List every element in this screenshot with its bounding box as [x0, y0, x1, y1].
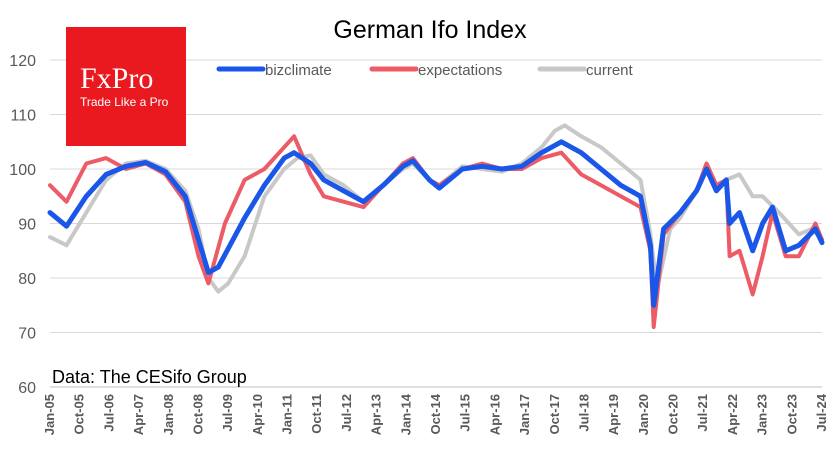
y-tick-label: 110 — [10, 108, 36, 125]
source-note: Data: The CESifo Group — [52, 367, 247, 387]
x-tick-label: Jan-11 — [280, 394, 295, 434]
x-tick-label: Jul-21 — [695, 394, 710, 432]
x-axis: Jan-05 Oct-05 Jul-06 Apr-07 Jan-08 Oct-08 Jul-… — [42, 393, 829, 435]
x-tick-label: Apr-22 — [725, 394, 740, 435]
x-tick-label: Apr-10 — [250, 394, 265, 435]
logo-wordmark: FxPro — [80, 62, 153, 95]
y-tick-label: 80 — [18, 271, 36, 288]
logo-background — [66, 27, 186, 146]
x-tick-label: Jan-17 — [517, 394, 532, 435]
x-tick-label: Oct-11 — [309, 394, 324, 434]
x-tick-label: Oct-17 — [547, 394, 562, 434]
x-tick-label: Jul-06 — [101, 394, 116, 432]
y-tick-label: 100 — [9, 162, 36, 179]
x-tick-label: Oct-23 — [784, 394, 799, 434]
x-tick-label: Apr-19 — [606, 394, 621, 435]
y-tick-label: 90 — [18, 217, 36, 234]
x-tick-label: Apr-13 — [369, 394, 384, 435]
x-tick-label: Jul-18 — [576, 394, 591, 432]
x-tick-label: Jan-14 — [398, 393, 413, 435]
x-tick-label: Apr-16 — [487, 394, 502, 435]
legend-label-current: current — [586, 62, 634, 79]
x-tick-label: Jul-12 — [339, 394, 354, 432]
y-tick-label: 70 — [18, 326, 36, 343]
x-tick-label: Jul-09 — [220, 394, 235, 432]
y-axis: 60 70 80 90 100 110 120 — [9, 53, 36, 397]
x-tick-label: Oct-08 — [190, 394, 205, 434]
fxpro-logo: FxPro Trade Like a Pro — [66, 27, 186, 146]
x-tick-label: Oct-20 — [666, 394, 681, 434]
chart-title: German Ifo Index — [333, 16, 527, 44]
x-tick-label: Jul-15 — [458, 394, 473, 432]
y-tick-label: 60 — [18, 380, 36, 397]
x-tick-label: Jan-20 — [636, 394, 651, 435]
x-tick-label: Oct-05 — [72, 394, 87, 434]
x-tick-label: Jan-05 — [42, 394, 57, 435]
x-tick-label: Jul-24 — [814, 393, 829, 431]
x-tick-label: Oct-14 — [428, 393, 443, 434]
series-line-expectations — [48, 134, 824, 330]
series-line-current — [48, 123, 824, 294]
x-tick-label: Apr-07 — [131, 394, 146, 435]
y-tick-label: 120 — [9, 53, 36, 70]
legend-label-expectations: expectations — [418, 62, 502, 79]
logo-tagline: Trade Like a Pro — [80, 95, 169, 109]
x-tick-label: Jan-08 — [161, 394, 176, 435]
legend-label-bizclimate: bizclimate — [265, 62, 332, 79]
x-tick-label: Jan-23 — [755, 394, 770, 435]
data-series — [47, 123, 825, 330]
legend: bizclimate expectations current — [216, 62, 634, 79]
series-line-bizclimate — [47, 139, 825, 308]
